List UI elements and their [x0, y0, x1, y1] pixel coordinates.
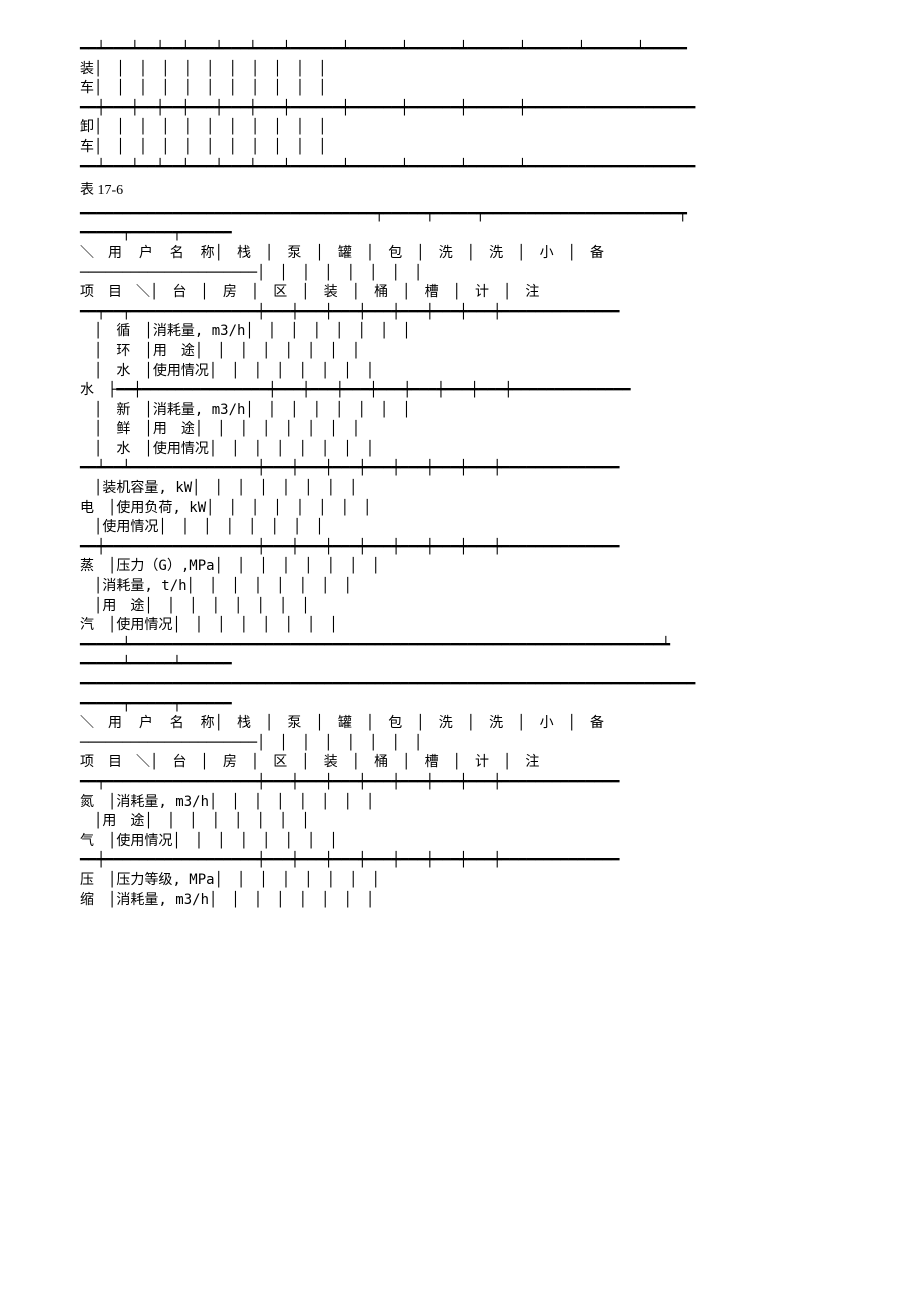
table-header-row: ＼ 用 户 名 称│ 栈 │ 泵 │ 罐 │ 包 │ 洗 │ 洗 │ 小 │ 备 [80, 244, 840, 264]
rule-line: ━━┷━━━┷━━┷━━┷━━━┷━━━┷━━━┷━━━━━━┷━━━━━━┷━… [80, 158, 840, 178]
rule-line: ━━┿━━━━━━━━━━━━━━━━━━┿━━━┿━━━┿━━━┿━━━┿━━… [80, 851, 840, 871]
table-row: │ 鲜 │用 途│ │ │ │ │ │ │ │ [80, 420, 840, 440]
rule-line: ━━┿━━━┿━━┿━━┿━━━┿━━━┿━━━┿━━━━━━┿━━━━━━┿━… [80, 99, 840, 119]
table-row: │ 水 │使用情况│ │ │ │ │ │ │ │ [80, 440, 840, 460]
rule-line: ━━━━━┯━━━━━┯━━━━━━ [80, 695, 840, 715]
rule-line: ━━┯━━┯━━━━━━━━━━━━━━━┿━━━┿━━━┿━━━┿━━━┿━━… [80, 303, 840, 323]
table-row: │ 新 │消耗量, m3/h│ │ │ │ │ │ │ │ [80, 401, 840, 421]
table-utilities-1: ━━━━━━━━━━━━━━━━━━━━━━━━━━━━━━━━━━━┯━━━━… [80, 205, 840, 675]
table-row: 车│ │ │ │ │ │ │ │ │ │ │ [80, 138, 840, 158]
table-row: 电 │使用负荷, kW│ │ │ │ │ │ │ │ [80, 499, 840, 519]
table-row: 蒸 │压力（G）,MPa│ │ │ │ │ │ │ │ [80, 557, 840, 577]
document-page: ━━┷━━━┷━━┷━━┷━━━┷━━━┷━━━┷━━━━━━┷━━━━━━┷━… [80, 40, 840, 910]
table-row: 汽 │使用情况│ │ │ │ │ │ │ │ [80, 616, 840, 636]
table-row: │ 循 │消耗量, m3/h│ │ │ │ │ │ │ │ [80, 322, 840, 342]
table-fragment-loading: ━━┷━━━┷━━┷━━┷━━━┷━━━┷━━━┷━━━━━━┷━━━━━━┷━… [80, 40, 840, 177]
table-row: │用 途│ │ │ │ │ │ │ │ [80, 597, 840, 617]
rule-line: ━━━━━┯━━━━━┯━━━━━━ [80, 224, 840, 244]
rule-line: ━━┿━━━━━━━━━━━━━━━━━━┿━━━┿━━━┿━━━┿━━━┿━━… [80, 538, 840, 558]
rule-line: ━━━━━┷━━━━━━━━━━━━━━━━━━━━━━━━━━━━━━━━━━… [80, 636, 840, 656]
table-caption: 表 17-6 [80, 181, 840, 201]
rule-line: ━━┯━━━━━━━━━━━━━━━━━━┿━━━┿━━━┿━━━┿━━━┿━━… [80, 773, 840, 793]
table-row: │ 水 │使用情况│ │ │ │ │ │ │ │ [80, 362, 840, 382]
rule-line: ━━━━━━━━━━━━━━━━━━━━━━━━━━━━━━━━━━━┯━━━━… [80, 205, 840, 225]
table-header-row: ＼ 用 户 名 称│ 栈 │ 泵 │ 罐 │ 包 │ 洗 │ 洗 │ 小 │ 备 [80, 714, 840, 734]
rule-line: ━━━━━━━━━━━━━━━━━━━━━━━━━━━━━━━━━━━━━━━━… [80, 675, 840, 695]
rule-line: ━━━━━┷━━━━━┷━━━━━━ [80, 655, 840, 675]
table-row: │用 途│ │ │ │ │ │ │ │ [80, 812, 840, 832]
table-row: 卸│ │ │ │ │ │ │ │ │ │ │ [80, 118, 840, 138]
table-row: 缩 │消耗量, m3/h│ │ │ │ │ │ │ │ [80, 891, 840, 911]
table-row: 压 │压力等级, MPa│ │ │ │ │ │ │ │ [80, 871, 840, 891]
table-header-row: 项 目 ＼│ 台 │ 房 │ 区 │ 装 │ 桶 │ 槽 │ 计 │ 注 [80, 283, 840, 303]
table-header-row: ─────────────────────│ │ │ │ │ │ │ │ [80, 264, 840, 284]
rule-line: ━━┷━━━┷━━┷━━┷━━━┷━━━┷━━━┷━━━━━━┷━━━━━━┷━… [80, 40, 840, 60]
table-row: 车│ │ │ │ │ │ │ │ │ │ │ [80, 79, 840, 99]
table-row: │使用情况│ │ │ │ │ │ │ │ [80, 518, 840, 538]
rule-line: 水 ├━━┿━━━━━━━━━━━━━━━┿━━━┿━━━┿━━━┿━━━┿━━… [80, 381, 840, 401]
table-header-row: ─────────────────────│ │ │ │ │ │ │ │ [80, 734, 840, 754]
table-row: 气 │使用情况│ │ │ │ │ │ │ │ [80, 832, 840, 852]
table-row: 氮 │消耗量, m3/h│ │ │ │ │ │ │ │ [80, 793, 840, 813]
table-row: 装│ │ │ │ │ │ │ │ │ │ │ [80, 60, 840, 80]
table-utilities-2: ━━━━━━━━━━━━━━━━━━━━━━━━━━━━━━━━━━━━━━━━… [80, 675, 840, 910]
table-row: │消耗量, t/h│ │ │ │ │ │ │ │ [80, 577, 840, 597]
table-row: │装机容量, kW│ │ │ │ │ │ │ │ [80, 479, 840, 499]
rule-line: ━━┷━━┷━━━━━━━━━━━━━━━┿━━━┿━━━┿━━━┿━━━┿━━… [80, 459, 840, 479]
table-header-row: 项 目 ＼│ 台 │ 房 │ 区 │ 装 │ 桶 │ 槽 │ 计 │ 注 [80, 753, 840, 773]
table-row: │ 环 │用 途│ │ │ │ │ │ │ │ [80, 342, 840, 362]
